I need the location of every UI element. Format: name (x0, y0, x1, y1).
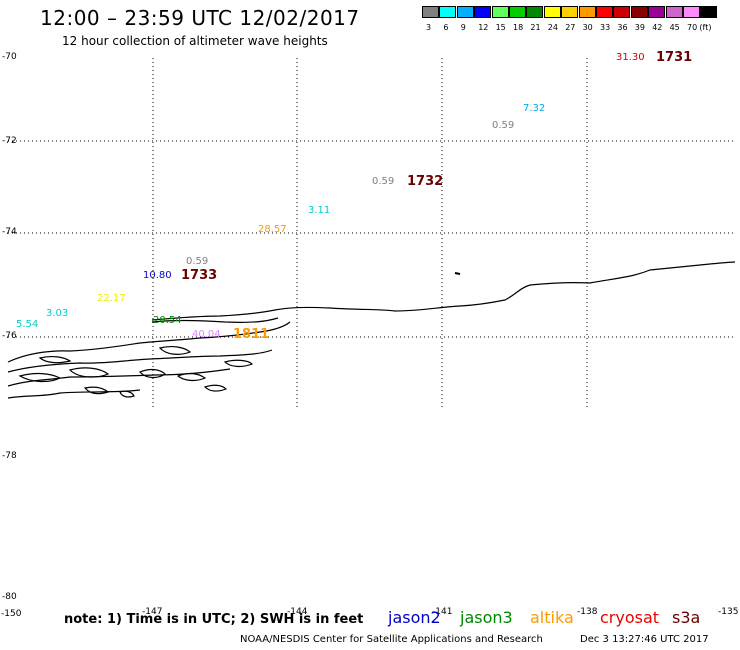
colorbar-label: 45 (669, 23, 680, 32)
colorbar-swatch (613, 6, 631, 18)
colorbar-swatch (456, 6, 474, 18)
wave-value: 31.30 (616, 52, 645, 63)
wave-value: 7.32 (523, 103, 546, 114)
wave-value: 20.54 (153, 315, 182, 326)
wave-value: 3.03 (46, 308, 69, 319)
colorbar-label: 30 (582, 23, 593, 32)
wave-value: 0.59 (186, 256, 209, 267)
lat-label: -74 (2, 227, 17, 237)
colorbar-label: 27 (565, 23, 576, 32)
colorbar-swatch (509, 6, 526, 18)
lon-label: -147 (142, 607, 163, 617)
colorbar-swatch (422, 6, 439, 18)
lon-label: -150 (1, 609, 22, 619)
map-subtitle: 12 hour collection of altimeter wave hei… (62, 34, 328, 48)
credit-line: NOAA/NESDIS Center for Satellite Applica… (240, 634, 543, 645)
lon-label: -141 (432, 607, 453, 617)
wave-value: 22.17 (97, 293, 126, 304)
wave-value: 3.11 (308, 205, 331, 216)
satellite-legend-jason2: jason2 (388, 608, 441, 627)
colorbar-swatch (648, 6, 666, 18)
lon-label: -144 (287, 607, 308, 617)
colorbar-swatch (491, 6, 509, 18)
lat-label: -80 (2, 592, 17, 602)
satellite-legend-s3a: s3a (672, 608, 701, 627)
colorbar-label: 12 (478, 23, 489, 32)
graticule (8, 58, 735, 408)
colorbar-label: (ft) (699, 23, 712, 32)
satellite-legend-jason3: jason3 (460, 608, 513, 627)
lat-label: -70 (2, 52, 17, 62)
colorbar-swatch (526, 6, 544, 18)
time-mark: 1811 (233, 327, 270, 342)
lon-label: -138 (577, 607, 598, 617)
satellite-legend-cryosat: cryosat (600, 608, 660, 627)
colorbar-label: 39 (634, 23, 645, 32)
lat-label: -78 (2, 451, 17, 461)
wave-value: 0.59 (372, 176, 395, 187)
colorbar-swatch (700, 6, 718, 18)
colorbar-label: 15 (495, 23, 506, 32)
colorbar-swatch (474, 6, 492, 18)
lat-label: -76 (2, 331, 17, 341)
wave-value: 0.59 (492, 120, 515, 131)
colorbar-label: 3 (426, 23, 432, 32)
colorbar-swatch (665, 6, 683, 18)
colorbar-label: 33 (600, 23, 611, 32)
colorbar-swatch (543, 6, 561, 18)
generated-timestamp: Dec 3 13:27:46 UTC 2017 (580, 634, 709, 645)
colorbar-label: 24 (547, 23, 558, 32)
satellite-legend-altika: altika (530, 608, 574, 627)
colorbar-label: 21 (530, 23, 541, 32)
colorbar-label: 70 (687, 23, 698, 32)
colorbar-label: 9 (460, 23, 466, 32)
colorbar-label: 36 (617, 23, 628, 32)
map-title: 12:00 – 23:59 UTC 12/02/2017 (40, 6, 360, 30)
time-mark: 1731 (656, 50, 693, 65)
colorbar-label: 18 (513, 23, 524, 32)
wave-value: 10.80 (143, 270, 172, 281)
colorbar-label: 6 (443, 23, 449, 32)
lon-label: -135 (718, 607, 739, 617)
colorbar-label: 42 (652, 23, 663, 32)
wave-value: 28.57 (258, 224, 287, 235)
lat-label: -72 (2, 136, 17, 146)
wave-value: 5.54 (16, 319, 39, 330)
colorbar-swatch (439, 6, 457, 18)
time-mark: 1732 (407, 174, 444, 189)
wave-value: 40.04 (192, 329, 221, 340)
colorbar-swatch (596, 6, 613, 18)
time-mark: 1733 (181, 268, 218, 283)
colorbar-swatch (683, 6, 700, 18)
colorbar-swatch (630, 6, 648, 18)
coastline (7, 261, 736, 399)
colorbar-swatch (578, 6, 596, 18)
colorbar-swatch (561, 6, 579, 18)
footer-note: note: 1) Time is in UTC; 2) SWH is in fe… (64, 612, 364, 627)
